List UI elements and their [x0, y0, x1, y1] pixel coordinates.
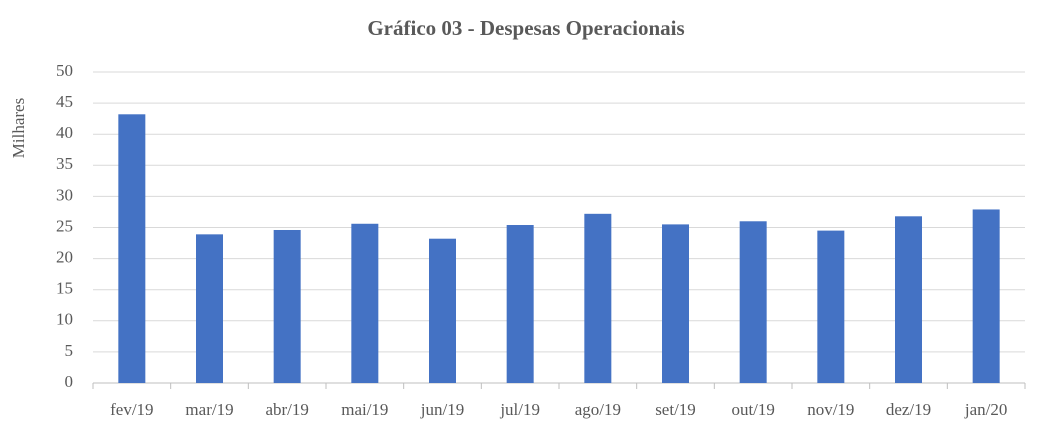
- y-tick-label: 0: [65, 372, 74, 391]
- bar: [895, 216, 922, 383]
- bar: [118, 114, 146, 384]
- bar: [429, 238, 456, 383]
- x-tick-label: dez/19: [886, 400, 931, 419]
- bar: [662, 224, 689, 383]
- x-tick-label: ago/19: [575, 400, 621, 419]
- x-tick-label: jul/19: [499, 400, 540, 419]
- x-tick-label: set/19: [655, 400, 696, 419]
- x-tick-label: abr/19: [265, 400, 308, 419]
- x-tick-label: jun/19: [420, 400, 464, 419]
- y-tick-label: 15: [56, 279, 73, 298]
- x-tick-label: fev/19: [110, 400, 153, 419]
- bar: [739, 221, 767, 383]
- bar: [351, 223, 379, 383]
- chart-title: Gráfico 03 - Despesas Operacionais: [367, 16, 684, 40]
- x-tick-label: nov/19: [807, 400, 854, 419]
- y-tick-label: 20: [56, 248, 73, 267]
- bar: [972, 209, 1000, 383]
- y-tick-label: 50: [56, 61, 73, 80]
- y-tick-label: 40: [56, 123, 73, 142]
- bar: [273, 229, 301, 383]
- bar: [584, 213, 612, 383]
- x-tick-label: mai/19: [341, 400, 388, 419]
- y-axis-label: Milhares: [9, 98, 28, 158]
- x-tick-label: out/19: [731, 400, 774, 419]
- y-tick-label: 30: [56, 185, 73, 204]
- bar: [817, 230, 845, 383]
- y-tick-label: 45: [56, 92, 73, 111]
- x-tick-label: jan/20: [964, 400, 1008, 419]
- bar: [506, 225, 534, 383]
- y-tick-label: 25: [56, 216, 73, 235]
- y-tick-label: 10: [56, 310, 73, 329]
- x-tick-label: mar/19: [185, 400, 233, 419]
- bar: [196, 234, 223, 383]
- y-tick-label: 5: [65, 341, 74, 360]
- y-tick-label: 35: [56, 154, 73, 173]
